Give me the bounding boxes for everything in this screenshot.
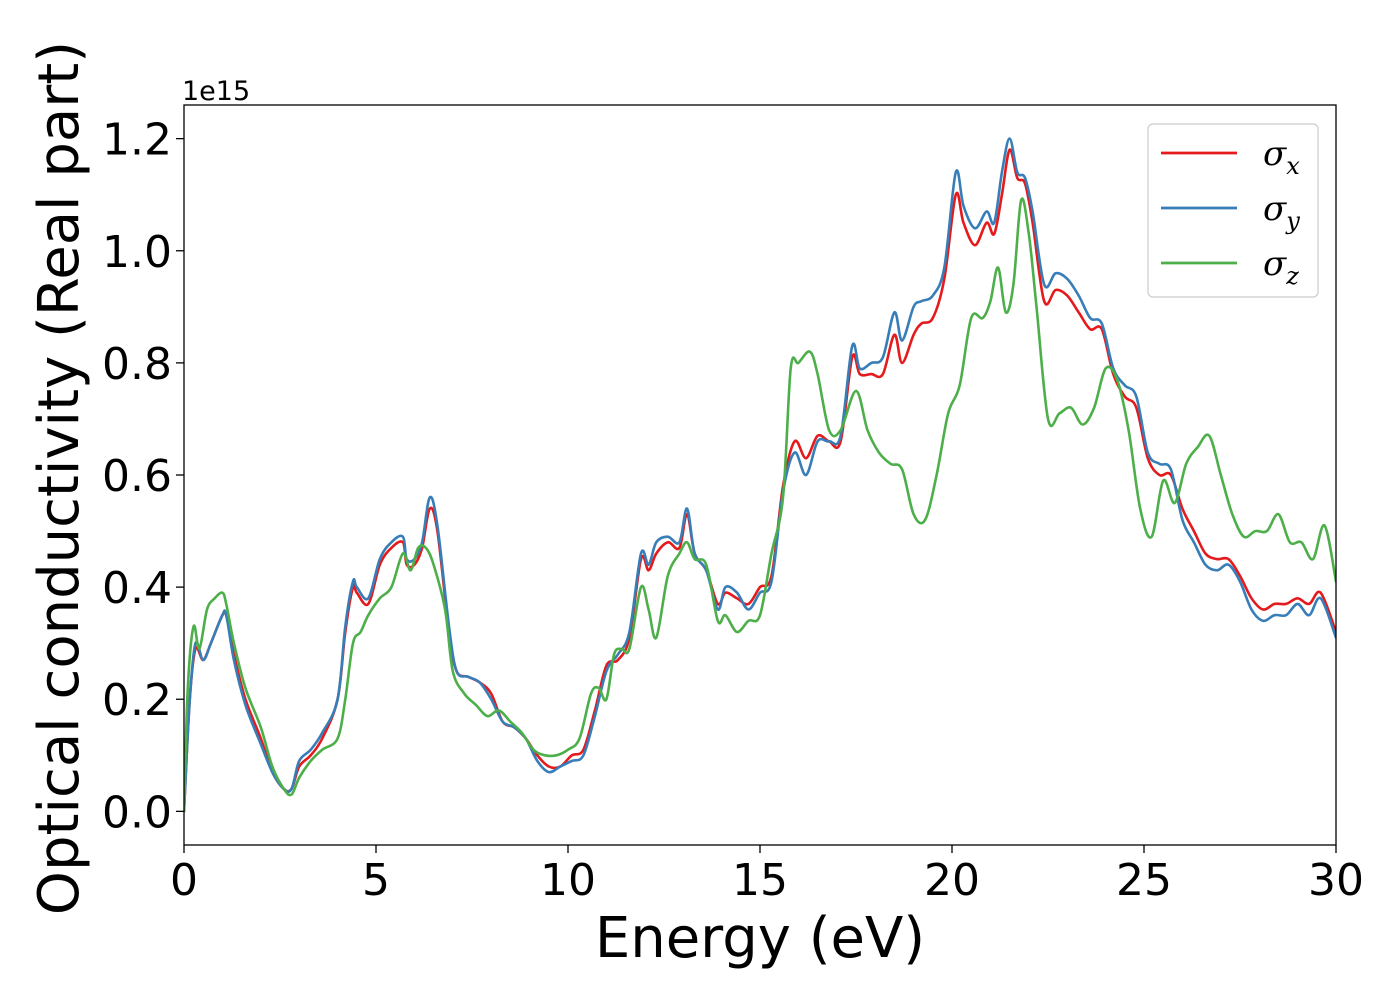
legend-label: σz (1263, 244, 1299, 290)
y-tick-label: 0.4 (102, 563, 172, 614)
x-tick-label: 30 (1308, 855, 1364, 906)
series-layer (184, 137, 1336, 813)
x-axis: 0 5 10 15 20 25 30 (170, 845, 1364, 906)
x-tick-label: 20 (924, 855, 980, 906)
y-tick-label: 1.2 (102, 115, 172, 166)
x-tick-label: 25 (1116, 855, 1172, 906)
y-tick-label: 0.8 (102, 339, 172, 390)
series-line-z (184, 197, 1336, 813)
x-tick-label: 10 (540, 855, 596, 906)
series-line-x (184, 148, 1336, 813)
legend-item-z: σz (1161, 244, 1299, 290)
x-axis-title: Energy (eV) (595, 906, 925, 971)
y-axis-title: Optical conductivity (Real part) (27, 41, 92, 915)
y-tick-label: 0.0 (102, 787, 172, 838)
y-offset-label: 1e15 (182, 76, 250, 107)
x-tick-label: 0 (170, 855, 198, 906)
y-axis: 0.0 0.2 0.4 0.6 0.8 1.0 1.2 (102, 115, 184, 838)
legend-box (1147, 123, 1319, 298)
y-tick-label: 0.2 (102, 675, 172, 726)
x-tick-label: 15 (732, 855, 788, 906)
y-tick-label: 1.0 (102, 227, 172, 278)
y-tick-label: 0.6 (102, 451, 172, 502)
x-tick-label: 5 (362, 855, 390, 906)
